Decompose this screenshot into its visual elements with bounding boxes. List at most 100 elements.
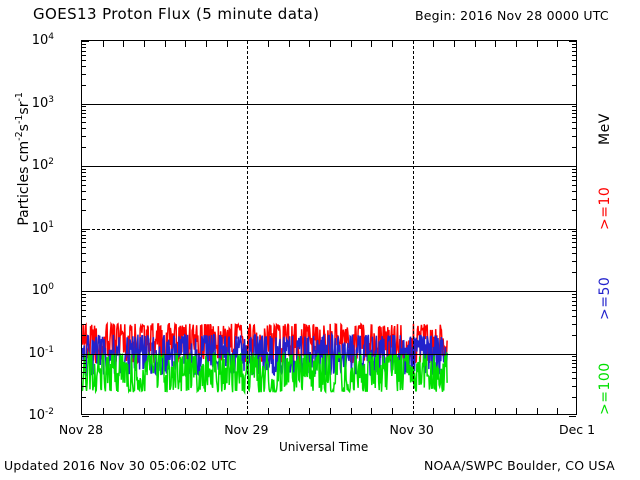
page-title: GOES13 Proton Flux (5 minute data)	[33, 5, 320, 23]
y-tick-minor	[82, 315, 86, 317]
y-tick-minor	[572, 372, 576, 374]
y-tick-minor	[82, 323, 86, 325]
x-tick	[330, 41, 331, 47]
y-tick-label: 104	[31, 31, 54, 49]
legend-item-unit: MeV	[597, 113, 613, 145]
x-tick	[206, 408, 207, 414]
y-tick-minor	[572, 106, 576, 108]
y-tick-minor	[82, 397, 86, 399]
y-tick-major	[82, 41, 89, 42]
y-tick-label: 102	[31, 156, 54, 174]
y-tick-minor	[82, 386, 86, 388]
y-tick-minor	[82, 184, 86, 186]
y-tick-minor	[572, 334, 576, 336]
x-tick	[371, 408, 373, 414]
x-axis-title: Universal Time	[279, 440, 369, 454]
y-tick-major	[82, 103, 89, 105]
y-tick-minor	[572, 238, 576, 240]
y-tick-major	[82, 166, 89, 167]
x-tick	[454, 41, 455, 47]
y-tick-label: 103	[31, 94, 54, 111]
x-tick	[123, 41, 125, 47]
y-tick-minor	[82, 297, 86, 299]
y-tick-major	[569, 41, 576, 42]
y-tick-minor	[572, 378, 576, 380]
y-tick-minor	[82, 304, 86, 306]
y-tick-minor	[572, 43, 576, 45]
x-tick	[371, 41, 373, 47]
y-tick-major	[569, 291, 576, 292]
y-tick-minor	[82, 198, 86, 200]
y-tick-minor	[82, 109, 86, 111]
gridline-1e3	[82, 103, 576, 105]
y-tick-minor	[572, 117, 576, 119]
y-tick-minor	[82, 242, 86, 244]
trace--100-mev	[82, 350, 448, 395]
x-tick	[206, 41, 207, 47]
y-tick-minor	[572, 242, 576, 244]
y-tick-minor	[82, 50, 86, 52]
y-axis-title: Particles cm-2s-1sr-1	[14, 92, 32, 226]
gridline-1e1	[82, 228, 576, 230]
y-tick-minor	[82, 293, 86, 295]
y-tick-label: 10-1	[28, 344, 54, 361]
x-tick	[536, 408, 538, 414]
y-tick-major	[569, 353, 576, 355]
x-tick	[557, 41, 559, 47]
y-tick-minor	[572, 367, 576, 369]
y-tick-minor	[82, 359, 86, 361]
y-tick-minor	[572, 54, 576, 56]
y-tick-major	[82, 291, 89, 292]
y-tick-major	[569, 416, 576, 417]
x-tick	[288, 41, 290, 47]
y-tick-minor	[572, 59, 576, 61]
x-tick-label: Nov 29	[224, 422, 269, 437]
y-tick-minor	[82, 54, 86, 56]
y-tick-minor	[572, 323, 576, 325]
y-tick-minor	[572, 247, 576, 249]
x-tick-label: Nov 28	[58, 422, 104, 437]
x-tick	[309, 41, 311, 47]
y-tick-minor	[82, 73, 86, 75]
day-divider	[412, 41, 414, 414]
trace--10-mev	[82, 321, 448, 366]
x-tick	[144, 408, 145, 414]
y-tick-minor	[82, 247, 86, 249]
y-tick-minor	[572, 136, 576, 138]
x-tick	[226, 408, 228, 414]
x-tick	[495, 41, 497, 47]
y-tick-minor	[572, 147, 576, 149]
y-tick-minor	[82, 231, 86, 233]
y-tick-minor	[82, 47, 86, 49]
gridline-1e0	[82, 291, 576, 292]
y-tick-label: 100	[31, 281, 54, 299]
x-tick	[164, 41, 166, 47]
y-tick-minor	[82, 113, 86, 115]
y-tick-minor	[82, 190, 86, 192]
y-tick-minor	[572, 50, 576, 52]
x-tick	[102, 408, 104, 414]
x-tick	[516, 41, 517, 47]
x-tick	[268, 41, 269, 47]
y-tick-major	[82, 353, 89, 355]
x-tick	[330, 408, 331, 414]
x-tick-label: Nov 30	[389, 422, 434, 437]
y-tick-minor	[572, 397, 576, 399]
x-tick	[557, 408, 559, 414]
y-tick-minor	[82, 309, 86, 311]
y-tick-minor	[572, 113, 576, 115]
legend-item-3: >=100	[597, 362, 613, 415]
y-tick-minor	[572, 272, 576, 274]
y-tick-minor	[572, 190, 576, 192]
flux-traces	[82, 321, 448, 395]
begin-time-label: Begin: 2016 Nov 28 0000 UTC	[415, 8, 609, 23]
y-tick-major	[569, 228, 576, 230]
y-tick-minor	[82, 238, 86, 240]
y-tick-minor	[572, 65, 576, 67]
y-tick-major	[569, 166, 576, 167]
x-tick	[516, 408, 517, 414]
x-tick	[433, 41, 435, 47]
y-tick-minor	[82, 168, 86, 170]
y-tick-minor	[82, 253, 86, 255]
y-tick-minor	[572, 84, 576, 86]
